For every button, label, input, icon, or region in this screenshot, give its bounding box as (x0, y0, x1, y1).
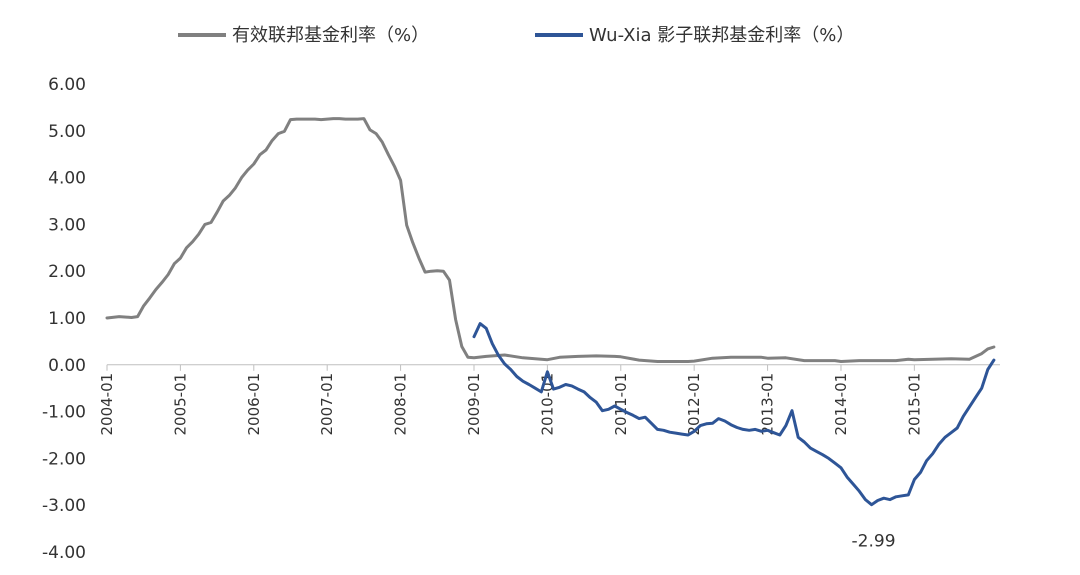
y-axis-ticks: 6.00 5.00 4.00 3.00 2.00 1.00 0.00 -1.00 -2.00 -3… (42, 75, 86, 563)
x-tick-label: 2008-01 (392, 373, 410, 436)
y-tick-label: -2.00 (42, 449, 86, 469)
x-tick-label: 2011-01 (612, 373, 630, 436)
x-tick-label: 2015-01 (905, 373, 923, 436)
x-tick-label: 2014-01 (832, 373, 850, 436)
x-tick-label: 2013-01 (759, 373, 777, 436)
y-tick-label: 4.00 (48, 169, 86, 189)
y-tick-label: 0.00 (48, 356, 86, 376)
y-tick-label: 3.00 (48, 215, 86, 235)
series-line-shadow-ffr (472, 322, 996, 507)
series-line-effective-ffr (105, 117, 996, 363)
y-tick-label: -4.00 (42, 543, 86, 563)
x-tick-label: 2005-01 (171, 373, 189, 436)
x-tick-label: 2009-01 (465, 373, 483, 436)
legend-label-effective-ffr: 有效联邦基金利率（%） (232, 25, 429, 46)
series-layer (105, 117, 996, 507)
legend: 有效联邦基金利率（%） Wu-Xia 影子联邦基金利率（%） (178, 25, 854, 46)
y-tick-label: 2.00 (48, 262, 86, 282)
x-tick-label: 2012-01 (685, 373, 703, 436)
y-tick-label: 1.00 (48, 309, 86, 329)
x-tick-label: 2007-01 (318, 373, 336, 436)
x-tick-label: 2010-01 (538, 373, 556, 436)
x-axis: 2004-01 2005-01 2006-01 2007-01 2008-01 2009-… (98, 364, 1000, 436)
y-tick-label: 5.00 (48, 122, 86, 142)
x-tick-label: 2006-01 (245, 373, 263, 436)
legend-label-shadow-ffr: Wu-Xia 影子联邦基金利率（%） (589, 25, 854, 46)
y-tick-label: -3.00 (42, 496, 86, 516)
y-tick-label: 6.00 (48, 75, 86, 95)
min-value-label: -2.99 (852, 532, 896, 552)
annotations: -2.99 (852, 532, 896, 552)
x-tick-label: 2004-01 (98, 373, 116, 436)
y-tick-label: -1.00 (42, 403, 86, 423)
